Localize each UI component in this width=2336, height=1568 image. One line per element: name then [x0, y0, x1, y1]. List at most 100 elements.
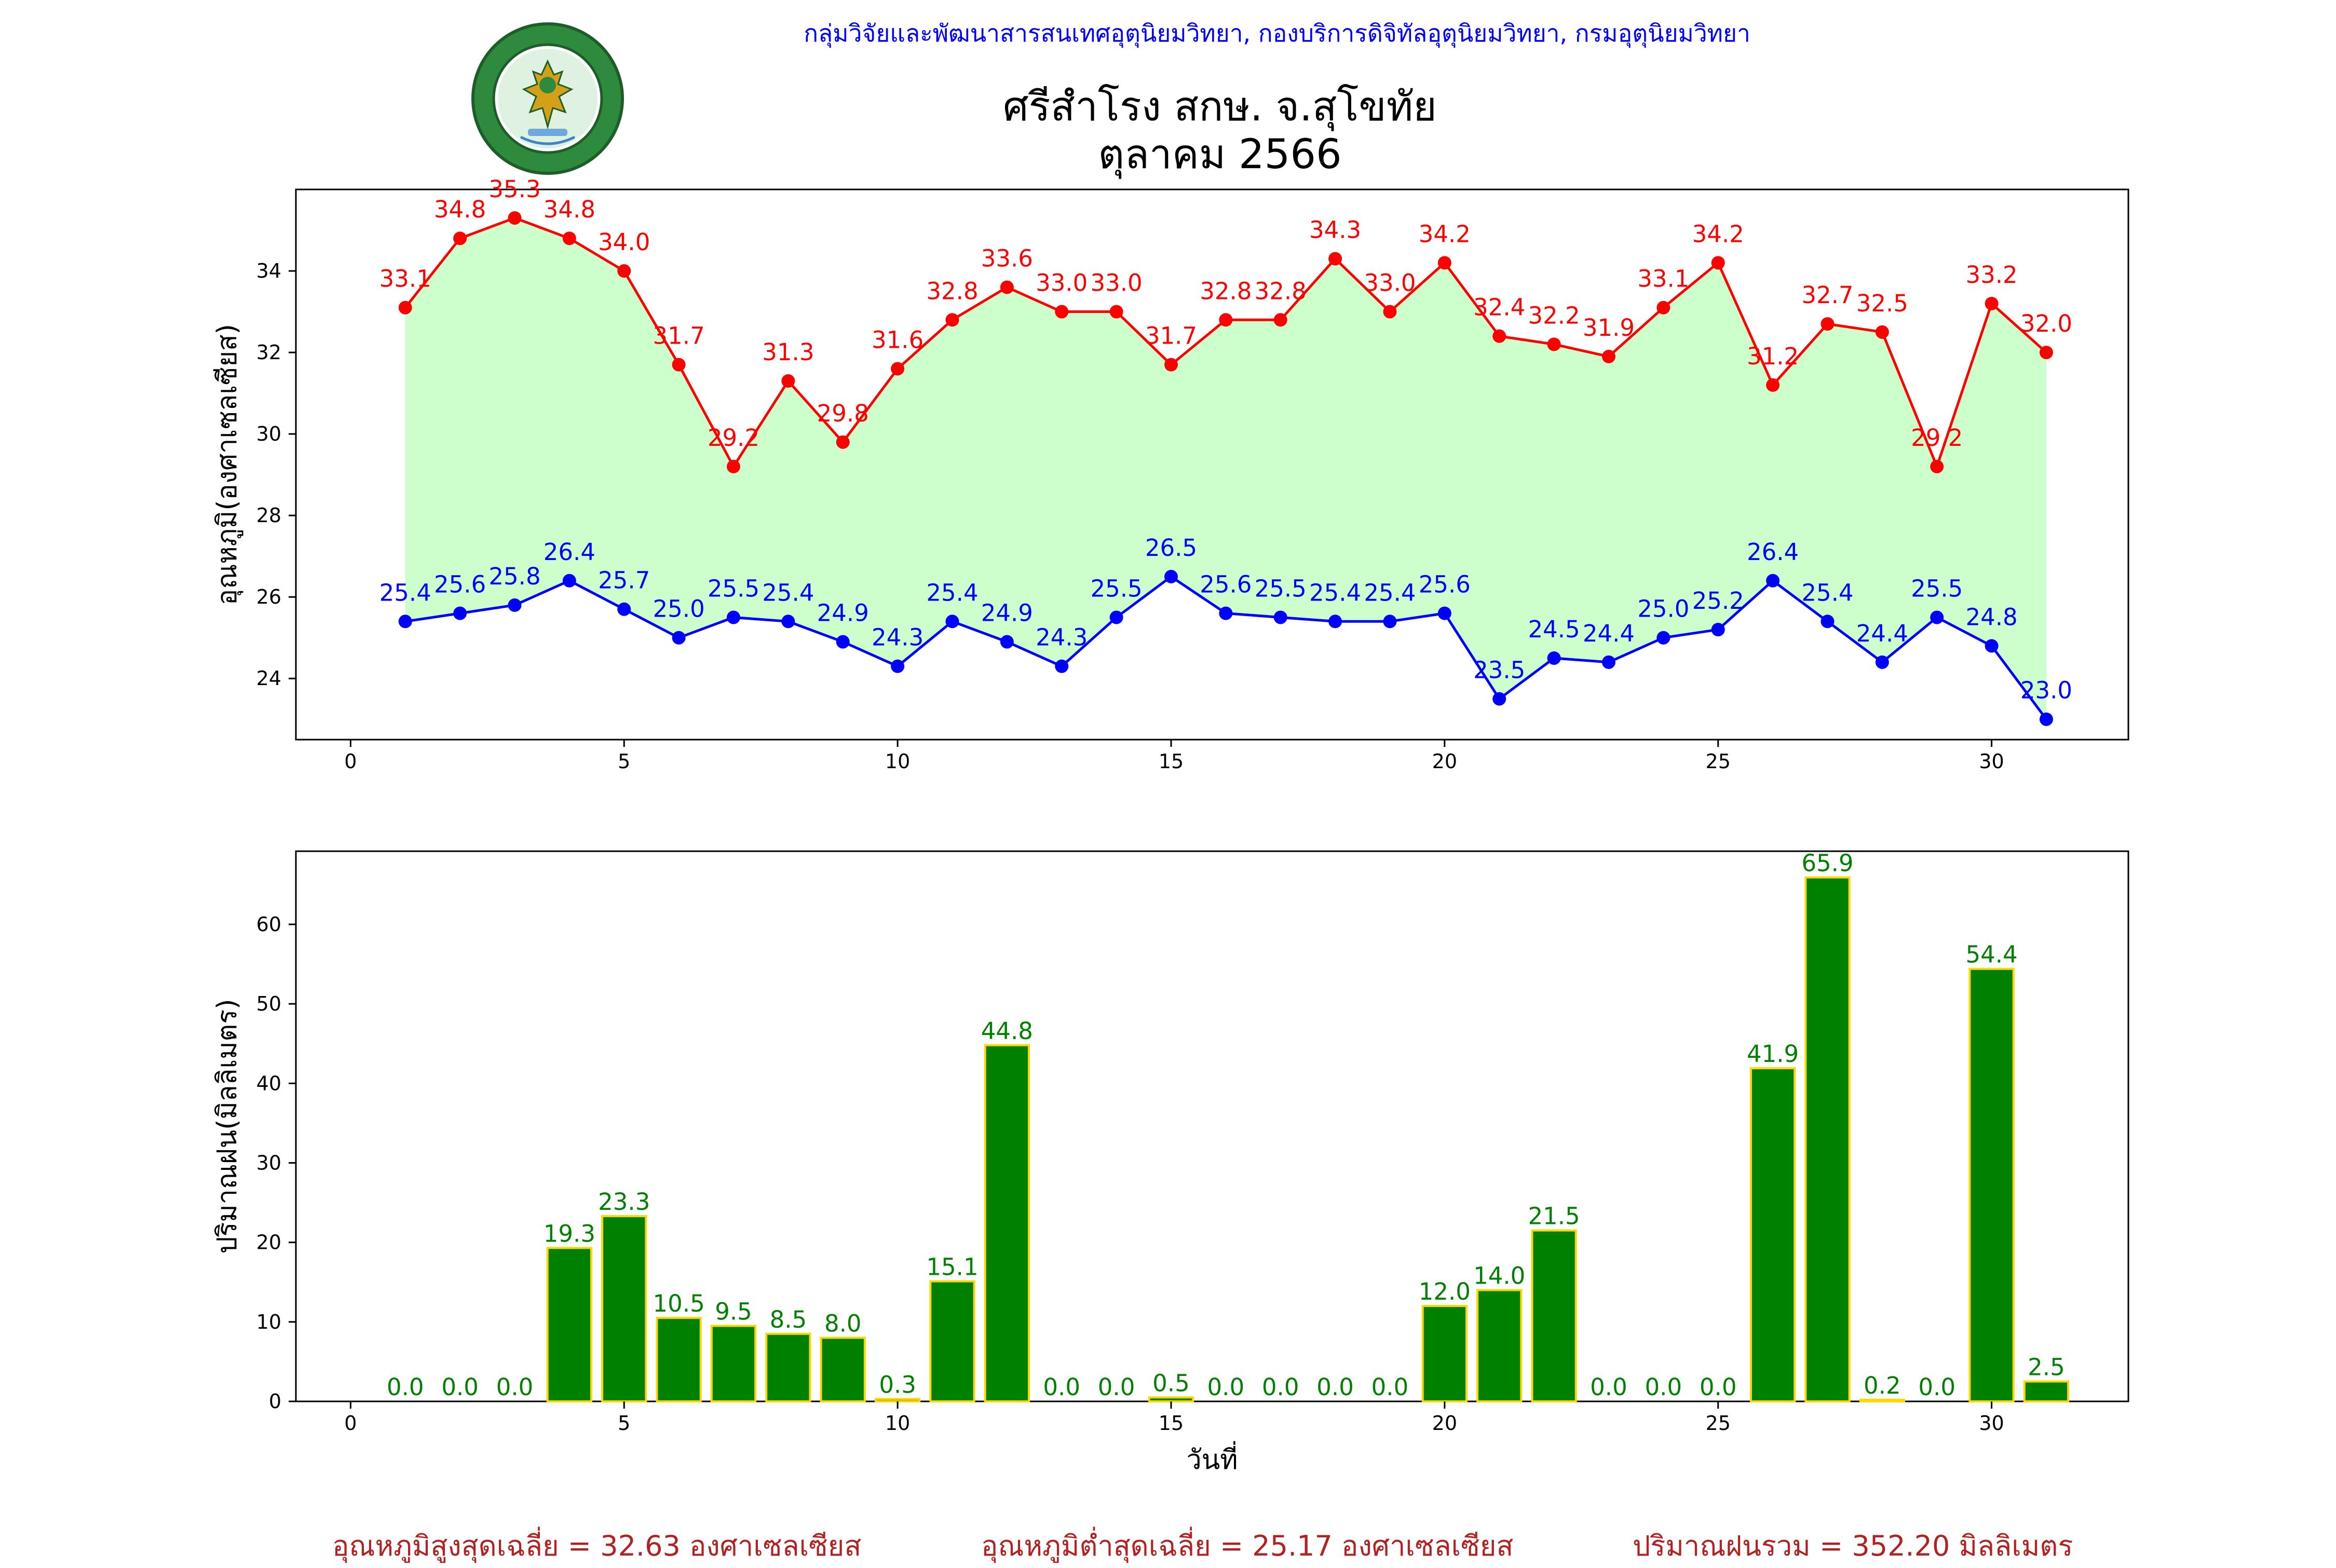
total-rainfall: ปริมาณฝนรวม = 352.20 มิลลิเมตร — [1633, 1530, 2073, 1562]
min-temp-label: 24.3 — [872, 624, 923, 651]
y-tick-label: 0 — [269, 1390, 281, 1413]
max-temp-point — [891, 362, 905, 376]
max-temp-point — [781, 374, 795, 388]
y-axis-label: ปริมาณฝน(มิลลิเมตร) — [212, 999, 243, 1253]
max-temp-label: 31.7 — [653, 322, 705, 350]
rainfall-value-label: 0.3 — [879, 1371, 916, 1398]
max-temp-point — [1656, 301, 1670, 315]
y-tick-label: 32 — [256, 341, 281, 364]
max-temp-point — [945, 313, 959, 327]
y-tick-label: 30 — [256, 1151, 281, 1174]
max-temp-point — [1273, 313, 1287, 327]
max-temp-point — [1055, 305, 1069, 319]
min-temp-label: 24.4 — [1583, 620, 1635, 647]
max-temp-label: 33.1 — [1637, 265, 1689, 293]
max-temp-label: 31.2 — [1747, 343, 1799, 370]
min-temp-label: 25.4 — [926, 579, 978, 606]
max-temp-label: 33.2 — [1965, 261, 2017, 289]
x-tick-label: 25 — [1706, 750, 1731, 773]
max-temp-label: 35.3 — [488, 175, 540, 203]
y-tick-label: 20 — [256, 1231, 281, 1254]
rainfall-value-label: 0.0 — [1316, 1373, 1354, 1401]
max-temp-point — [562, 231, 576, 246]
meteorological-department-logo — [471, 22, 624, 175]
min-temp-label: 25.5 — [708, 575, 759, 602]
station-name: ศรีสำโรง สกษ. จ.สุโขทัย — [1003, 84, 1437, 130]
min-temp-label: 26.4 — [544, 538, 595, 566]
rainfall-value-label: 19.3 — [544, 1220, 595, 1247]
max-temp-label: 32.5 — [1856, 290, 1908, 317]
min-temp-label: 25.6 — [1200, 571, 1252, 598]
rainfall-plot-frame — [295, 850, 2129, 1402]
temperature-plot-frame — [295, 188, 2129, 741]
max-temp-label: 31.6 — [872, 326, 923, 353]
min-temp-label: 26.5 — [1145, 534, 1197, 562]
rainfall-value-label: 2.5 — [2028, 1354, 2065, 1381]
y-tick-label: 28 — [256, 504, 281, 527]
min-temp-point — [453, 606, 467, 620]
y-axis-label: อุณหภูมิ(องศาเซลเซียส) — [212, 324, 243, 605]
x-tick-label: 0 — [344, 1412, 357, 1435]
y-tick-label: 26 — [256, 585, 281, 608]
rainfall-bar — [929, 1280, 975, 1403]
min-temp-label: 24.8 — [1965, 603, 2017, 631]
max-temp-point — [508, 211, 522, 225]
max-temp-label: 31.9 — [1583, 314, 1635, 342]
rainfall-bar — [1804, 876, 1851, 1402]
rainfall-value-label: 0.5 — [1152, 1369, 1190, 1397]
max-temp-point — [617, 264, 631, 278]
min-temp-point — [1547, 651, 1561, 665]
chart-title: ศรีสำโรง สกษ. จ.สุโขทัย ตุลาคม 2566 — [779, 83, 1661, 179]
rainfall-value-label: 54.4 — [1965, 941, 2017, 969]
min-temp-label: 25.5 — [1911, 575, 1963, 602]
rainfall-value-label: 0.0 — [1371, 1373, 1409, 1401]
x-tick-label: 10 — [885, 750, 910, 773]
x-tick-label: 25 — [1706, 1412, 1731, 1435]
min-temp-label: 25.0 — [653, 595, 705, 623]
min-temp-label: 25.2 — [1692, 587, 1744, 615]
max-temp-label: 33.1 — [379, 265, 431, 293]
min-temp-label: 25.6 — [434, 571, 486, 598]
max-temp-point — [1547, 337, 1561, 351]
min-temp-point — [398, 615, 412, 629]
min-temp-label: 24.9 — [817, 599, 869, 627]
min-temp-point — [1109, 610, 1123, 624]
rainfall-value-label: 0.0 — [1098, 1373, 1135, 1401]
rainfall-value-label: 21.5 — [1528, 1203, 1580, 1230]
rainfall-bar — [1531, 1229, 1577, 1403]
rainfall-value-label: 0.0 — [1700, 1373, 1737, 1401]
rainfall-value-label: 10.5 — [653, 1290, 705, 1317]
rainfall-value-label: 0.0 — [1645, 1373, 1682, 1401]
max-temp-point — [1985, 296, 1999, 310]
rainfall-bar — [1749, 1067, 1796, 1402]
max-temp-point — [1000, 280, 1014, 294]
rainfall-bar — [2023, 1380, 2070, 1403]
x-tick-label: 15 — [1159, 750, 1184, 773]
min-temp-point — [1930, 610, 1944, 624]
min-temp-label: 24.3 — [1036, 624, 1088, 651]
min-temp-point — [1219, 606, 1233, 620]
max-temp-point — [836, 435, 850, 449]
y-tick-label: 30 — [256, 422, 281, 445]
max-temp-point — [1930, 459, 1944, 473]
x-tick-label: 0 — [344, 750, 357, 773]
rainfall-value-label: 0.0 — [1207, 1373, 1245, 1401]
min-temp-point — [1492, 692, 1506, 706]
min-temp-point — [891, 659, 905, 673]
x-tick-label: 10 — [885, 1412, 910, 1435]
min-temp-label: 25.4 — [1801, 579, 1853, 606]
x-tick-label: 20 — [1432, 750, 1457, 773]
x-tick-label: 5 — [618, 1412, 630, 1435]
min-temp-point — [2039, 712, 2053, 726]
rainfall-value-label: 15.1 — [926, 1253, 978, 1281]
max-temp-point — [1383, 305, 1397, 319]
min-temp-label: 23.5 — [1473, 656, 1525, 684]
rainfall-value-label: 8.0 — [824, 1310, 862, 1337]
max-temp-label: 31.7 — [1145, 322, 1197, 350]
x-tick-label: 30 — [1979, 750, 2004, 773]
x-tick-label: 15 — [1159, 1412, 1184, 1435]
rainfall-bar — [710, 1325, 757, 1402]
max-temp-point — [1219, 313, 1233, 327]
max-temp-label: 34.8 — [544, 196, 595, 223]
